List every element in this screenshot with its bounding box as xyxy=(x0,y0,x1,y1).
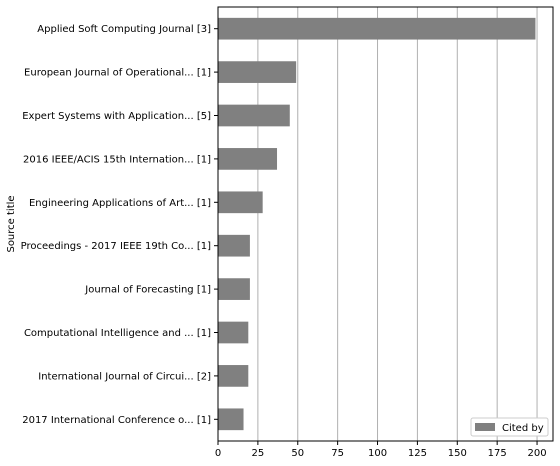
x-tick-label: 0 xyxy=(215,448,221,459)
bar xyxy=(218,191,263,214)
bar xyxy=(218,148,278,170)
bar xyxy=(218,278,250,300)
legend: Cited by xyxy=(470,417,549,437)
x-tick-label: 100 xyxy=(368,448,387,459)
x-tick-label: 175 xyxy=(488,448,507,459)
y-tick-label: International Journal of Circui... [2] xyxy=(38,371,211,382)
bar xyxy=(218,408,244,431)
y-axis-title: Source title xyxy=(6,195,17,252)
x-tick-label: 150 xyxy=(448,448,467,459)
x-tick-label: 125 xyxy=(408,448,427,459)
y-tick-label: 2016 IEEE/ACIS 15th Internation... [1] xyxy=(23,154,211,165)
y-tick-label: Computational Intelligence and ... [1] xyxy=(24,328,211,339)
x-tick-label: 25 xyxy=(252,448,265,459)
bar xyxy=(218,365,249,387)
legend-box xyxy=(470,417,549,437)
bar xyxy=(218,234,250,257)
y-tick-label: Applied Soft Computing Journal [3] xyxy=(37,24,211,35)
plot-frame xyxy=(217,6,554,442)
legend-label: Cited by xyxy=(502,423,544,434)
bar xyxy=(218,61,297,83)
x-tick-label: 200 xyxy=(528,448,547,459)
y-tick-label: Engineering Applications of Art... [1] xyxy=(29,198,211,209)
y-tick-label: Proceedings - 2017 IEEE 19th Co... [1] xyxy=(21,241,211,252)
y-tick-label: Journal of Forecasting [1] xyxy=(84,285,211,296)
x-axis-ticks: 0 25 50 75 100 125 150 175 200 xyxy=(215,441,547,459)
legend-swatch xyxy=(475,423,495,431)
bar xyxy=(218,17,536,40)
bars xyxy=(218,17,536,431)
x-tick-label: 75 xyxy=(331,448,344,459)
y-tick-label: 2017 International Conference o... [1] xyxy=(22,415,211,426)
bar xyxy=(218,104,290,127)
bar xyxy=(218,321,249,344)
grid-lines xyxy=(257,7,538,441)
y-axis-ticks: Applied Soft Computing Journal [3] Europe… xyxy=(21,24,218,426)
x-tick-label: 50 xyxy=(291,448,304,459)
y-tick-label: European Journal of Operational... [1] xyxy=(24,68,211,79)
y-tick-label: Expert Systems with Application... [5] xyxy=(22,111,211,122)
